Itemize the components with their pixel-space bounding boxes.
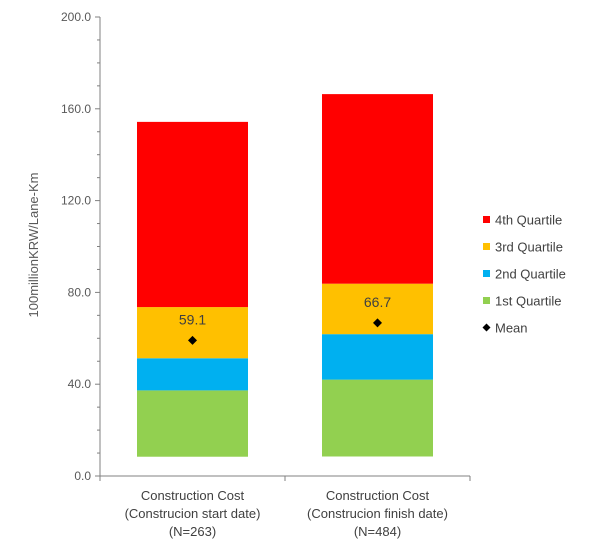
category-label-line: (N=484) <box>354 524 401 539</box>
legend-label: Mean <box>495 321 528 336</box>
category-label-line: (Construcion finish date) <box>307 506 448 521</box>
bar-segment-4th-quartile <box>322 94 433 284</box>
y-tick-label: 40.0 <box>68 377 92 391</box>
y-axis-label-group: 100millionKRW/Lane-Km <box>26 173 41 318</box>
legend-swatch <box>483 270 490 277</box>
category-label-line: (N=263) <box>169 524 216 539</box>
legend-label: 3rd Quartile <box>495 240 563 255</box>
mean-data-label: 66.7 <box>364 294 391 310</box>
bar-segment-4th-quartile <box>137 121 248 308</box>
bar-segment-1st-quartile <box>322 379 433 457</box>
category-label-line: Construction Cost <box>141 488 245 503</box>
bar-segment-2nd-quartile <box>322 334 433 380</box>
legend-swatch <box>483 243 490 250</box>
category-label-line: Construction Cost <box>326 488 430 503</box>
legend-label: 1st Quartile <box>495 294 561 309</box>
legend-mean-marker <box>482 323 491 332</box>
y-tick-label: 0.0 <box>74 469 91 483</box>
bar-segment-3rd-quartile <box>137 307 248 359</box>
legend-swatch <box>483 216 490 223</box>
y-tick-label: 160.0 <box>61 102 91 116</box>
bar-segment-1st-quartile <box>137 390 248 457</box>
y-tick-label: 200.0 <box>61 10 91 24</box>
legend: 4th Quartile 3rd Quartile 2nd Quartile 1st … <box>482 213 566 336</box>
y-tick-label: 120.0 <box>61 194 91 208</box>
mean-marker <box>373 318 382 328</box>
mean-data-label: 59.1 <box>179 311 206 327</box>
bars <box>137 94 433 457</box>
mean-markers: 59.1 66.7 <box>179 294 391 345</box>
bar-segment-2nd-quartile <box>137 358 248 391</box>
mean-marker <box>188 335 197 345</box>
category-label-line: (Construcion start date) <box>125 506 261 521</box>
category-labels: Construction Cost (Construcion start date… <box>125 488 448 539</box>
legend-label: 2nd Quartile <box>495 267 566 282</box>
axes: 0.0 40.0 80.0 120.0 160.0 200.0 <box>61 10 471 483</box>
y-tick-label: 80.0 <box>68 285 92 299</box>
legend-label: 4th Quartile <box>495 213 562 228</box>
legend-swatch <box>483 297 490 304</box>
y-axis-label: 100millionKRW/Lane-Km <box>26 173 41 318</box>
